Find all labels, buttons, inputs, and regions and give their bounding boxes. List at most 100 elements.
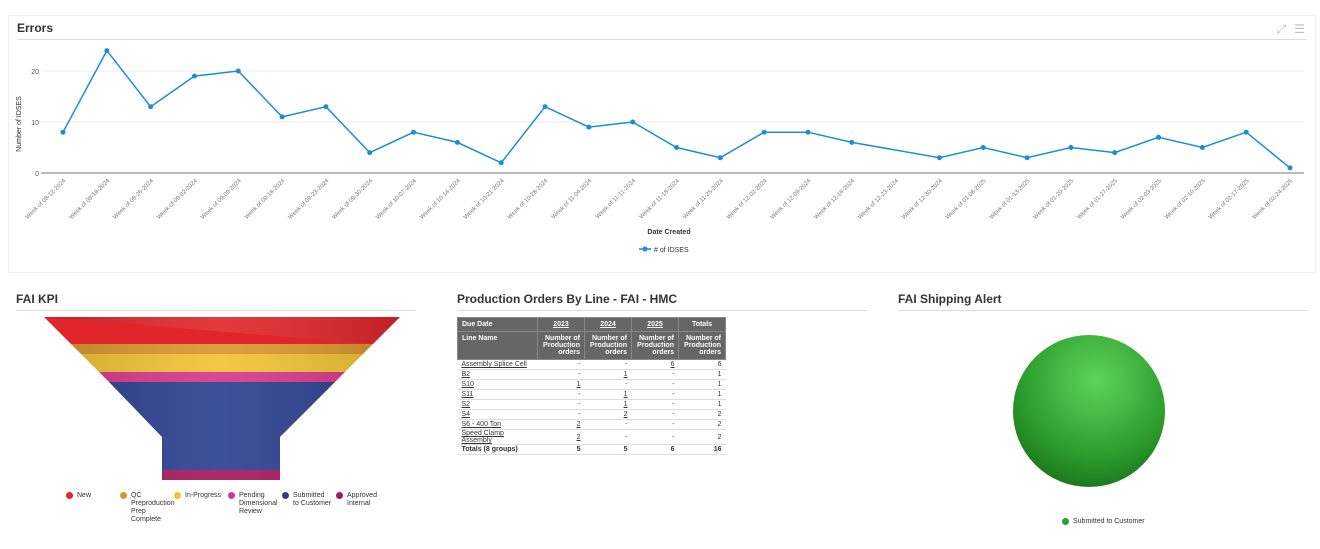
count-cell: 2 (678, 419, 726, 430)
line-name-link[interactable]: S11 (457, 389, 538, 400)
table-row: S2-1-1 (457, 399, 726, 410)
fai-legend-item[interactable]: QC Preproduction Prep Complete (120, 492, 175, 524)
series-line (62, 49, 1291, 169)
x-tick-label: Week of 09-23-2024 (288, 178, 331, 221)
x-tick-label: Week of 02-03-2025 (1120, 178, 1163, 221)
totals-label: Totals (8 groups) (457, 444, 538, 455)
data-point[interactable] (936, 155, 942, 161)
x-tick-label: Week of 12-30-2024 (901, 178, 944, 221)
menu-icon[interactable]: ☰ (1294, 22, 1305, 36)
data-point[interactable] (630, 119, 636, 125)
header-2024[interactable]: 2024 (584, 317, 632, 332)
line-name-link[interactable]: S2 (457, 399, 538, 410)
data-point[interactable] (323, 104, 329, 110)
x-tick-label: Week of 12-16-2024 (814, 178, 857, 221)
count-cell[interactable]: 1 (537, 379, 585, 390)
expand-icon[interactable]: ⤢ (1276, 22, 1287, 36)
legend-label: New (77, 492, 92, 499)
count-cell[interactable]: 1 (584, 369, 632, 380)
production-orders-panel: Production Orders By Line - FAI - HMC Du… (457, 292, 867, 455)
data-point[interactable] (498, 160, 504, 166)
x-tick-label: Week of 02-10-2025 (1164, 178, 1207, 221)
fai-title: FAI KPI (16, 292, 416, 311)
count-cell[interactable]: 2 (537, 429, 585, 445)
x-tick-label: Week of 12-02-2024 (726, 178, 769, 221)
count-cell: 1 (678, 379, 726, 390)
count-cell[interactable]: 6 (631, 359, 679, 370)
data-point[interactable] (454, 139, 460, 145)
fai-legend-item[interactable]: New (66, 492, 116, 500)
data-point[interactable] (191, 73, 197, 79)
count-cell[interactable]: 1 (584, 399, 632, 410)
legend-dot-icon (282, 492, 289, 499)
table-row: S6 - 400 Ton 2- -2 (457, 419, 726, 430)
line-name-link[interactable]: S4 (457, 409, 538, 420)
data-point[interactable] (805, 129, 811, 135)
legend-label[interactable]: # of IDSES (654, 247, 689, 254)
data-point[interactable] (1024, 155, 1030, 161)
errors-panel: Errors ⤢ ☰ 0 10 20 Number of IDSES Date Creat… (8, 15, 1316, 273)
y-tick-label: 10 (31, 120, 39, 127)
x-tick-label: Week of 02-17-2025 (1208, 178, 1251, 221)
count-cell: - (537, 389, 585, 400)
fai-legend-item[interactable]: Submitted to Customer (282, 492, 332, 508)
count-cell: - (631, 369, 679, 380)
line-name-link[interactable]: S10 (457, 379, 538, 390)
pie-slice-submitted[interactable] (1013, 335, 1165, 487)
header-2023[interactable]: 2023 (537, 317, 585, 332)
count-cell: 2 (678, 429, 726, 445)
count-cell: - (631, 409, 679, 420)
fai-funnel (44, 317, 400, 480)
table-row: S11-1-1 (457, 389, 726, 400)
data-point[interactable] (980, 145, 986, 150)
count-cell: - (584, 419, 632, 430)
count-cell[interactable]: 2 (537, 419, 585, 430)
data-point[interactable] (1243, 129, 1249, 135)
data-point[interactable] (1156, 134, 1162, 140)
x-tick-label: Week of 09-30-2024 (332, 178, 375, 221)
table-row: S10 1- -1 (457, 379, 726, 390)
data-point[interactable] (849, 139, 855, 145)
data-point[interactable] (717, 155, 723, 161)
legend-label: Approved Internal (347, 492, 377, 507)
data-point[interactable] (1199, 145, 1205, 150)
legend-dot-icon (120, 492, 127, 499)
data-point[interactable] (674, 145, 679, 150)
prod-title: Production Orders By Line - FAI - HMC (457, 292, 867, 311)
table-row: Speed Clamp Assembly 2- -2 (457, 429, 726, 445)
data-point[interactable] (60, 129, 66, 135)
count-cell: - (631, 419, 679, 430)
count-cell[interactable]: 2 (584, 409, 632, 420)
x-tick-label: Week of 09-02-2024 (156, 178, 199, 221)
data-point[interactable] (367, 150, 373, 156)
data-point[interactable] (235, 68, 241, 74)
data-point[interactable] (542, 104, 548, 110)
fai-legend-item[interactable]: Approved Internal (336, 492, 386, 508)
data-point[interactable] (1112, 150, 1118, 156)
line-name-link[interactable]: Assembly Splice Cell (457, 359, 538, 370)
y-tick-label: 0 (35, 171, 39, 178)
fai-legend-item[interactable]: Pending Dimensional Review (228, 492, 278, 516)
data-point[interactable] (279, 114, 285, 120)
header-due-date: Due Date (457, 317, 538, 332)
data-point[interactable] (148, 104, 154, 110)
line-name-link[interactable]: S6 - 400 Ton (457, 419, 538, 430)
table-row: S4-2-2 (457, 409, 726, 420)
data-point[interactable] (586, 124, 592, 130)
line-name-link[interactable]: Speed Clamp Assembly (457, 429, 538, 445)
header-2025[interactable]: 2025 (631, 317, 679, 332)
data-point[interactable] (1068, 145, 1074, 150)
data-point[interactable] (761, 129, 767, 135)
line-name-link[interactable]: B2 (457, 369, 538, 380)
legend-dot-icon (1062, 518, 1069, 525)
count-cell: - (584, 429, 632, 445)
data-point[interactable] (104, 48, 110, 54)
data-point[interactable] (1287, 165, 1293, 171)
data-point[interactable] (411, 129, 417, 135)
ship-legend-item[interactable]: Submitted to Customer (1062, 518, 1145, 526)
ship-title: FAI Shipping Alert (898, 292, 1308, 311)
header-line-name: Line Name (457, 331, 538, 360)
count-cell[interactable]: 1 (584, 389, 632, 400)
fai-legend-item[interactable]: In-Progress (174, 492, 224, 500)
totals-cell: 5 (584, 444, 632, 455)
